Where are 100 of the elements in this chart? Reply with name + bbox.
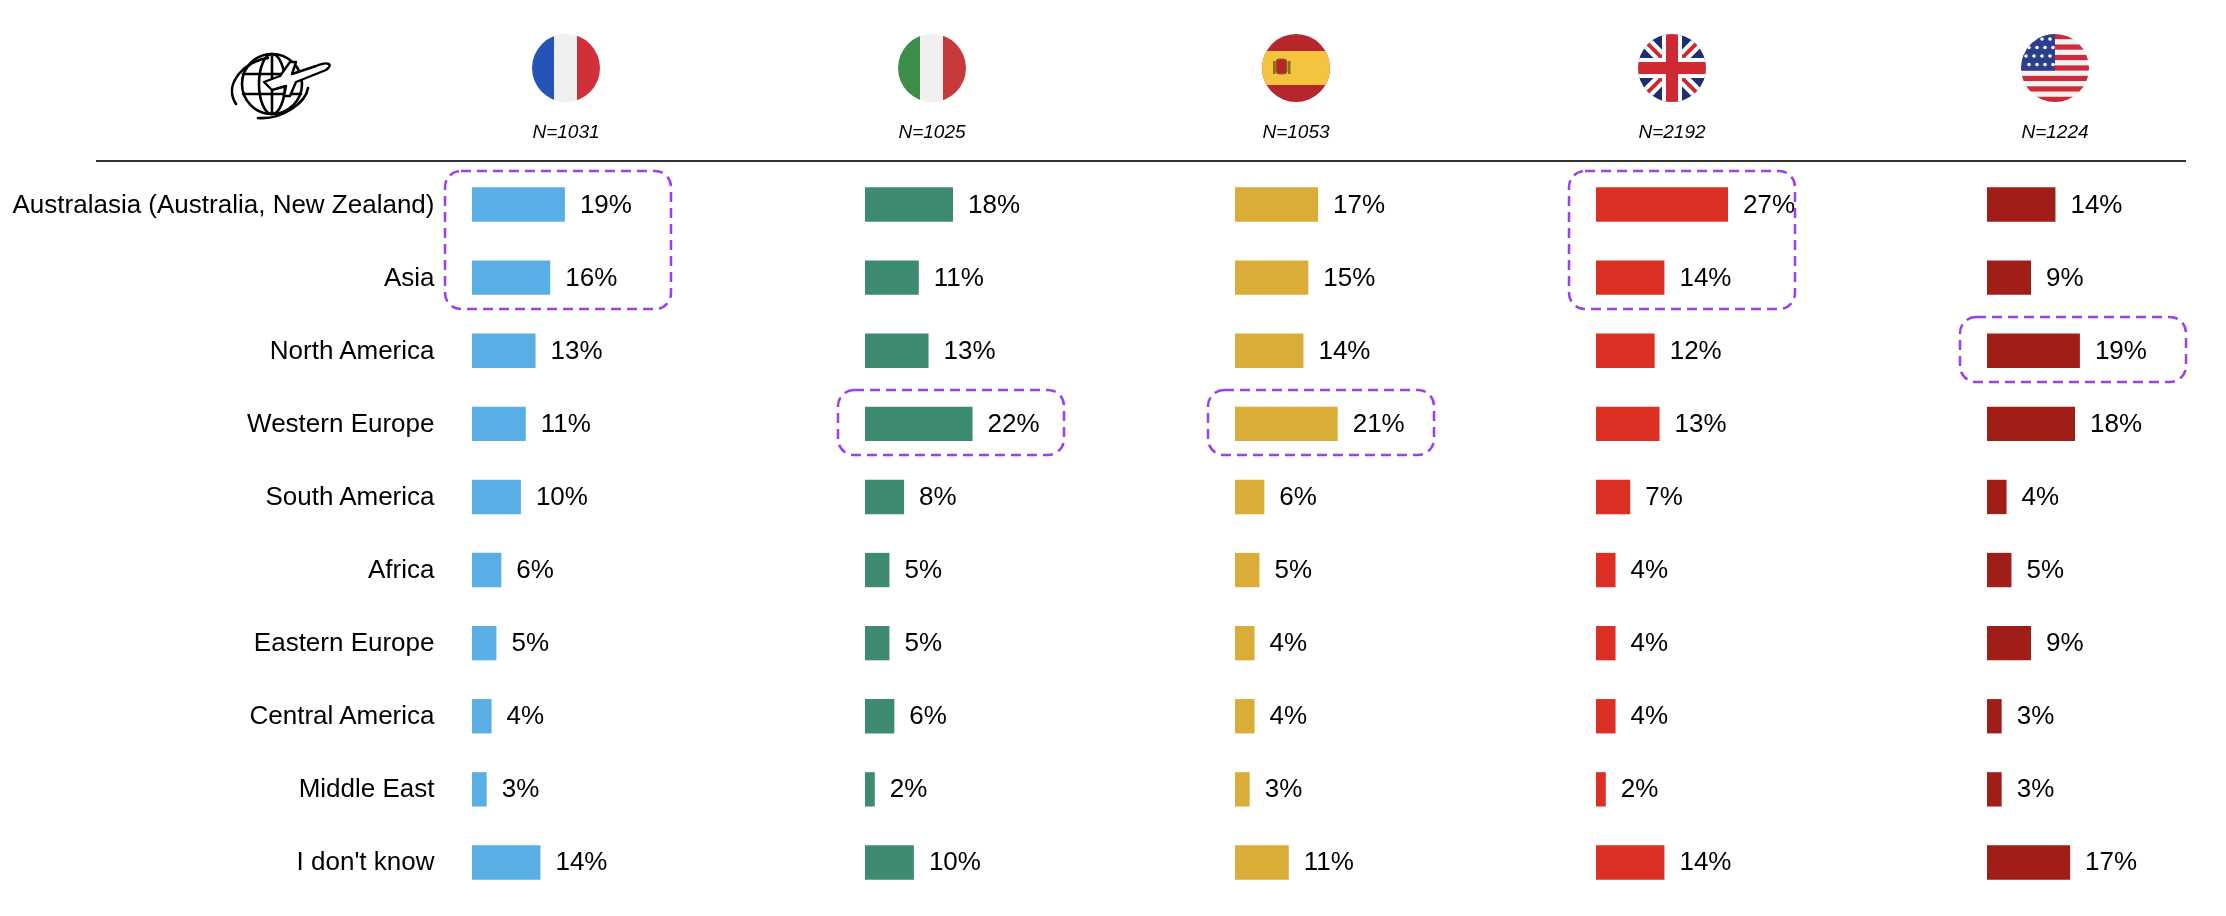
y-tick-label: Asia — [383, 261, 436, 292]
data-label: 10% — [535, 480, 588, 511]
data-label: 5% — [904, 627, 943, 658]
chart-title: N=1025 — [898, 121, 966, 142]
data-label: 12% — [1669, 334, 1722, 365]
data-label: 5% — [904, 554, 943, 585]
data-label: 19% — [579, 188, 632, 219]
bar — [472, 187, 565, 222]
data-label: 18% — [2090, 407, 2143, 438]
data-label: 11% — [540, 407, 591, 438]
data-label: 27% — [1743, 188, 1796, 219]
y-tick-label: South America — [265, 480, 436, 511]
bar — [1987, 845, 2071, 880]
bar — [865, 406, 973, 442]
chart-title: N=2192 — [1638, 121, 1706, 142]
bar — [1987, 260, 2031, 295]
data-label: 6% — [909, 700, 947, 731]
bar — [1596, 772, 1606, 807]
bar — [1235, 699, 1255, 734]
y-tick-label: Africa — [368, 554, 436, 585]
bar — [1596, 552, 1616, 588]
bar — [865, 552, 890, 588]
data-label: 8% — [919, 480, 957, 511]
y-tick-label: Western Europe — [247, 407, 435, 438]
data-label: 13% — [1674, 407, 1727, 438]
bar — [1235, 479, 1265, 515]
data-label: 9% — [2046, 261, 2084, 292]
data-label: 9% — [2046, 627, 2084, 658]
bar — [1987, 187, 2056, 222]
bar — [1235, 625, 1255, 661]
data-label: 21% — [1352, 407, 1405, 438]
bar — [472, 333, 536, 368]
data-label: 6% — [516, 554, 554, 585]
bar — [1596, 479, 1631, 515]
y-tick-label: Eastern Europe — [253, 627, 435, 658]
y-tick-label: North America — [269, 334, 436, 365]
bar — [1596, 845, 1665, 880]
data-label: 4% — [2021, 480, 2060, 511]
data-label: 3% — [501, 773, 540, 804]
bar — [1235, 260, 1309, 295]
bar — [1987, 552, 2012, 588]
data-label: 3% — [1264, 773, 1303, 804]
bar — [865, 479, 905, 515]
data-label: 14% — [1679, 261, 1732, 292]
bar — [1596, 260, 1665, 295]
bar — [1235, 406, 1338, 442]
bar — [865, 772, 875, 807]
bar — [472, 552, 502, 588]
data-label: 22% — [987, 407, 1040, 438]
bar — [472, 772, 487, 807]
data-label: 4% — [506, 700, 545, 731]
data-label: 3% — [2016, 700, 2055, 731]
bar — [1987, 333, 2080, 368]
data-label: 4% — [1630, 700, 1669, 731]
bar — [1987, 772, 2002, 807]
y-tick-label: Middle East — [298, 773, 436, 804]
data-label: 4% — [1269, 627, 1308, 658]
data-label: 6% — [1279, 480, 1317, 511]
bar — [865, 625, 890, 661]
bar — [1987, 625, 2031, 661]
data-label: 13% — [550, 334, 603, 365]
bar — [1596, 699, 1616, 734]
data-label: 18% — [968, 188, 1021, 219]
bar — [1235, 187, 1319, 222]
bar — [865, 333, 929, 368]
bar — [1987, 406, 2075, 442]
data-label: 15% — [1323, 261, 1376, 292]
data-label: 16% — [565, 261, 618, 292]
bar — [865, 260, 919, 295]
data-label: 5% — [511, 627, 550, 658]
bar — [1596, 406, 1660, 442]
bar — [472, 625, 497, 661]
bar — [865, 845, 914, 880]
data-label: 4% — [1630, 627, 1669, 658]
chart-title: N=1053 — [1262, 121, 1330, 142]
bar — [865, 699, 895, 734]
data-label: 19% — [2094, 334, 2147, 365]
data-label: 17% — [2085, 846, 2138, 877]
data-label: 17% — [1333, 188, 1386, 219]
data-label: 14% — [1679, 846, 1732, 877]
y-tick-label: Central America — [249, 700, 436, 731]
data-label: 11% — [933, 261, 984, 292]
bar — [1596, 187, 1728, 222]
data-label: 2% — [889, 773, 928, 804]
chart-title: N=1224 — [2021, 121, 2089, 142]
bar — [865, 187, 953, 222]
bar — [1596, 333, 1655, 368]
bar — [472, 845, 541, 880]
data-label: 4% — [1269, 700, 1308, 731]
data-label: 2% — [1620, 773, 1659, 804]
bar — [472, 699, 492, 734]
data-label: 13% — [943, 334, 996, 365]
data-label: 4% — [1630, 554, 1669, 585]
bar — [1235, 333, 1304, 368]
data-label: 14% — [555, 846, 608, 877]
bar — [1596, 625, 1616, 661]
data-label: 11% — [1303, 846, 1354, 877]
data-label: 7% — [1645, 480, 1683, 511]
data-label: 5% — [1274, 554, 1313, 585]
chart-title: N=1031 — [532, 121, 600, 142]
